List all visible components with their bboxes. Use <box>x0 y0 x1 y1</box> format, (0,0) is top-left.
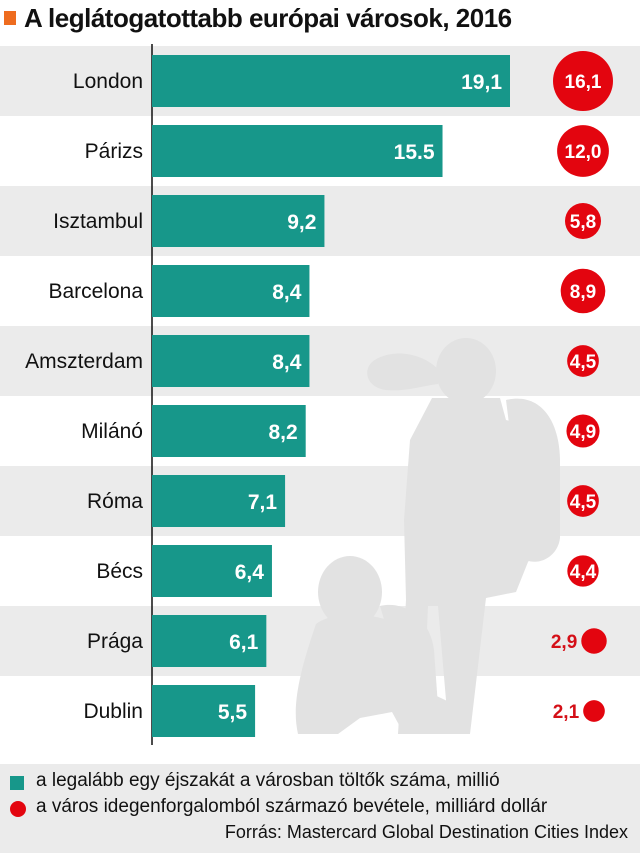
bubble-value-label: 4,9 <box>570 422 596 443</box>
chart-title: A leglátogatottabb európai városok, 2016 <box>24 3 512 33</box>
bubble <box>560 268 606 314</box>
bar-value-label: 8,2 <box>268 421 297 444</box>
bubble-value-label: 4,5 <box>570 352 597 373</box>
bubble-value-label: 12,0 <box>565 142 602 163</box>
category-label: Isztambul <box>53 210 143 233</box>
bar-value-label: 8,4 <box>272 351 302 374</box>
bar <box>152 265 310 317</box>
category-label: Róma <box>87 490 143 513</box>
row-band <box>0 326 640 396</box>
bar-value-label: 19,1 <box>461 71 502 94</box>
category-label: Bécs <box>96 560 143 583</box>
bubble-value-label: 5,8 <box>570 212 596 233</box>
category-label: Párizs <box>85 140 143 163</box>
source-note: Forrás: Mastercard Global Destination Ci… <box>224 822 628 842</box>
category-label: Amszterdam <box>25 350 143 373</box>
bar <box>152 405 306 457</box>
category-label: Barcelona <box>48 280 143 303</box>
bar-series: London 19,1 Párizs 15.5 Isztambul 9,2 Barcelon… <box>25 55 510 737</box>
bar-value-label: 9,2 <box>287 211 316 234</box>
legend-swatch-square <box>10 776 24 790</box>
bar <box>152 475 286 527</box>
bar <box>152 615 267 667</box>
legend-swatch-circle <box>10 801 26 817</box>
bubble <box>567 555 599 587</box>
bar-value-label: 7,1 <box>248 491 278 514</box>
category-label: Milánó <box>81 420 143 443</box>
bar-value-label: 5,5 <box>218 701 248 724</box>
category-label: Prága <box>87 630 143 653</box>
bubble <box>564 202 602 240</box>
bar <box>152 195 325 247</box>
category-label: Dublin <box>83 700 143 723</box>
tourist-silhouette-illustration <box>295 338 560 734</box>
bubble <box>553 51 613 111</box>
title-accent-square <box>4 11 16 25</box>
bar <box>152 335 310 387</box>
bubble <box>557 125 609 177</box>
bar-value-label: 6,1 <box>229 631 259 654</box>
bubble-value-label: 2,1 <box>553 702 580 723</box>
bar-value-label: 6,4 <box>235 561 265 584</box>
bar <box>152 545 272 597</box>
bar <box>152 55 510 107</box>
bar <box>152 685 256 737</box>
bubble-value-label: 16,1 <box>565 72 602 93</box>
bar-value-label: 8,4 <box>272 281 302 304</box>
legend-label-revenue: a város idegenforgalomból származó bevét… <box>36 796 548 817</box>
category-label: London <box>73 70 143 93</box>
bubble-value-label: 2,9 <box>551 632 577 653</box>
bubble <box>566 414 600 448</box>
bubble-value-label: 4,5 <box>570 492 597 513</box>
bubble <box>583 700 605 722</box>
legend: a legalább egy éjszakát a városban töltő… <box>0 764 640 853</box>
chart-area: London 19,1 Párizs 15.5 Isztambul 9,2 Barcelon… <box>0 44 640 745</box>
bubble <box>567 345 599 377</box>
bubble <box>581 628 607 654</box>
bubble <box>567 485 599 517</box>
bubble-series: 16,1 12,0 5,8 8,9 4,5 4,9 4,5 4,4 2,9 2,1 <box>551 51 613 723</box>
legend-label-visitors: a legalább egy éjszakát a városban töltő… <box>36 770 500 791</box>
bar <box>152 125 443 177</box>
title-bar: A leglátogatottabb európai városok, 2016 <box>0 0 640 40</box>
bubble-value-label: 8,9 <box>570 282 596 303</box>
bar-value-label: 15.5 <box>394 141 435 164</box>
bubble-value-label: 4,4 <box>570 562 597 583</box>
